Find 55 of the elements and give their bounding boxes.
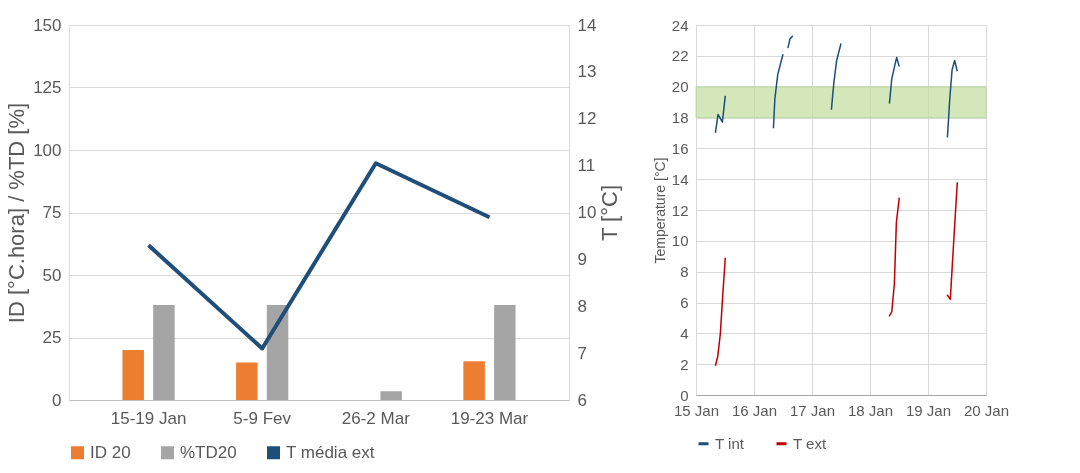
- y-tick-label: 50: [42, 265, 62, 285]
- bar: [153, 305, 175, 400]
- y2-tick-label: 8: [577, 296, 587, 316]
- y-tick-label: 0: [52, 390, 62, 410]
- y-tick-label: 75: [42, 203, 62, 222]
- x-tick-label: 19 Jan: [905, 401, 952, 419]
- x-tick-label: 5-9 Fev: [233, 408, 292, 428]
- y-tick-label: 22: [671, 47, 689, 65]
- y2-tick-label: 6: [577, 390, 587, 410]
- bar: [122, 350, 144, 400]
- legend-label: T int: [715, 434, 745, 452]
- line-series: [146, 161, 492, 351]
- y-tick-label: 125: [33, 78, 62, 97]
- y2-axis-title: T [°C]: [597, 184, 623, 242]
- y-tick-label: 6: [680, 294, 689, 311]
- y-tick-label: 16: [671, 139, 689, 157]
- y-tick-label: 0: [680, 386, 689, 404]
- legend-label: %TD20: [180, 442, 237, 462]
- y2-tick-label: 14: [577, 15, 597, 35]
- y2-tick-label: 9: [577, 249, 587, 269]
- x-tick-label: 16 Jan: [731, 401, 778, 419]
- y-tick-label: 10: [671, 232, 689, 250]
- y2-tick-label: 11: [577, 156, 596, 176]
- y-tick-label: 14: [671, 170, 689, 188]
- legend-label: T ext: [793, 434, 827, 452]
- x-tick-label: 15 Jan: [673, 401, 720, 419]
- y-tick-label: 100: [33, 140, 62, 160]
- y2-tick-label: 12: [577, 109, 597, 129]
- bar: [463, 361, 485, 400]
- y-tick-label: 18: [671, 109, 689, 126]
- x-tick-label: 19-23 Mar: [450, 408, 529, 428]
- legend-label: ID 20: [90, 442, 131, 462]
- x-tick-label: 20 Jan: [963, 401, 1010, 419]
- y2-tick-label: 10: [577, 203, 597, 222]
- y-tick-label: 20: [671, 78, 689, 96]
- y-tick-label: 8: [680, 263, 689, 281]
- y-tick-label: 25: [42, 328, 62, 347]
- legend-label: T média ext: [286, 442, 375, 462]
- x-tick-label: 17 Jan: [789, 401, 836, 419]
- y-axis-title: ID [°C.hora] / %TD [%]: [4, 102, 30, 324]
- y-tick-label: 24: [671, 16, 689, 34]
- x-tick-label: 15-19 Jan: [110, 408, 187, 428]
- bar: [494, 305, 516, 400]
- y-axis-title: Temperature [°C]: [651, 157, 668, 264]
- y2-tick-label: 7: [577, 343, 587, 363]
- x-tick-label: 18 Jan: [847, 401, 894, 419]
- x-tick-label: 26-2 Mar: [341, 408, 411, 428]
- bar: [236, 362, 258, 400]
- bar: [380, 391, 402, 400]
- y-tick-label: 12: [671, 201, 689, 219]
- y-tick-label: 2: [680, 355, 689, 373]
- y2-tick-label: 13: [577, 62, 597, 82]
- y-tick-label: 4: [680, 324, 689, 342]
- bar: [266, 305, 289, 400]
- y-tick-label: 150: [33, 15, 62, 35]
